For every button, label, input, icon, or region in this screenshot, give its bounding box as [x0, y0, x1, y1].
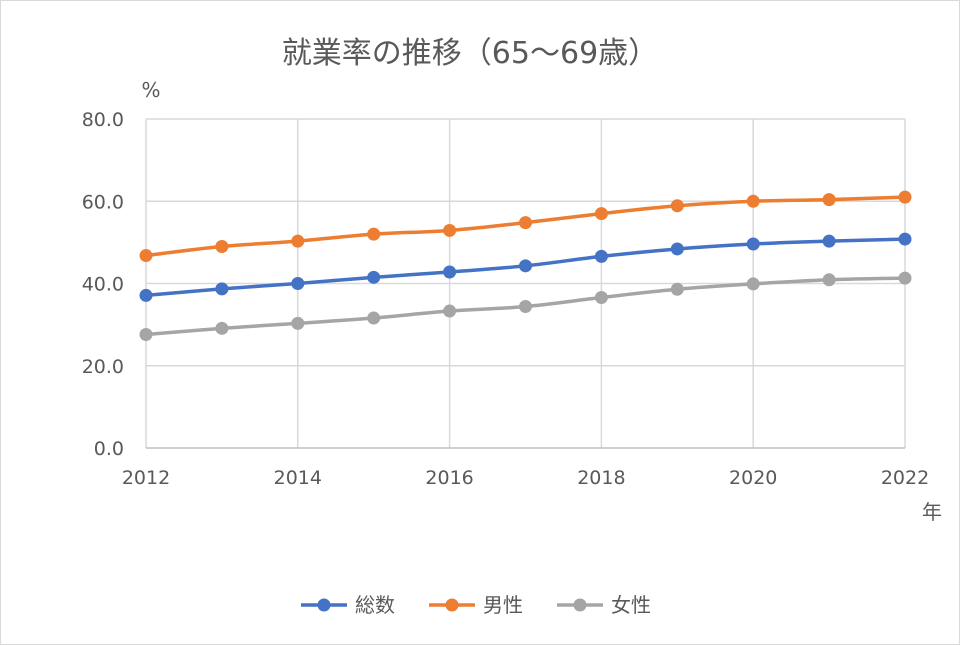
data-point	[670, 242, 684, 256]
data-point	[898, 232, 912, 246]
x-tick-label: 2018	[577, 467, 625, 489]
data-point	[594, 249, 608, 263]
x-tick-label: 2012	[122, 467, 170, 489]
data-point	[215, 239, 229, 253]
y-tick-label: 0.0	[94, 438, 124, 460]
data-point	[443, 265, 457, 279]
data-point	[291, 316, 305, 330]
data-point	[367, 270, 381, 284]
y-tick-label: 60.0	[82, 191, 124, 213]
legend-label-2: 男性	[483, 593, 523, 617]
data-point	[367, 227, 381, 241]
data-point	[291, 234, 305, 248]
y-tick-label: 80.0	[82, 109, 124, 131]
x-tick-label: 2020	[729, 467, 777, 489]
data-point	[443, 304, 457, 318]
data-point	[822, 234, 836, 248]
gridlines	[145, 118, 906, 448]
legend: 総数 男性 女性	[301, 593, 651, 617]
data-point	[898, 271, 912, 285]
x-axis-unit-label: 年	[922, 500, 942, 524]
y-tick-label: 20.0	[82, 356, 124, 378]
data-point	[898, 190, 912, 204]
data-point	[746, 237, 760, 251]
data-point	[519, 216, 532, 230]
y-axis-unit-label: %	[141, 78, 160, 102]
legend-label-1: 総数	[355, 593, 395, 617]
data-point	[139, 327, 153, 341]
data-point	[594, 290, 608, 304]
legend-label-3: 女性	[611, 593, 651, 617]
legend-marker-1	[317, 598, 331, 612]
data-point	[367, 311, 381, 325]
data-point	[670, 282, 684, 296]
data-point	[822, 193, 836, 207]
data-point	[670, 199, 684, 213]
data-point	[291, 277, 305, 290]
data-point	[215, 321, 229, 335]
series-layer	[139, 190, 912, 341]
x-tick-label: 2014	[274, 467, 322, 489]
x-tick-label: 2022	[881, 467, 929, 489]
legend-marker-3	[573, 598, 587, 612]
data-point	[215, 282, 229, 296]
data-point	[139, 249, 153, 263]
data-point	[519, 259, 532, 273]
data-point	[746, 194, 760, 208]
data-point	[594, 207, 608, 221]
legend-marker-2	[445, 598, 459, 612]
data-point	[746, 277, 760, 291]
x-tick-label: 2016	[425, 467, 473, 489]
data-point	[519, 300, 532, 314]
chart-title: 就業率の推移（65～69歳）	[282, 36, 658, 71]
y-tick-label: 40.0	[82, 274, 124, 296]
data-point	[139, 288, 153, 302]
axes: 0.0 20.0 40.0 60.0 80.0 2012 2014 2016 2018 2020 2…	[82, 109, 929, 489]
data-point	[443, 223, 457, 237]
data-point	[822, 273, 836, 287]
